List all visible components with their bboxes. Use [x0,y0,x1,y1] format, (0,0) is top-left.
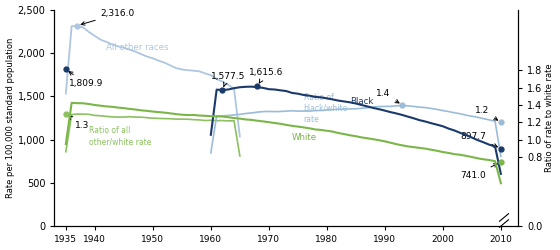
Y-axis label: Ratio of rate to white rate: Ratio of rate to white rate [545,64,554,172]
Y-axis label: Rate per 100,000 standard population: Rate per 100,000 standard population [6,38,15,198]
Text: 1.4: 1.4 [376,89,399,103]
Text: Black: Black [350,97,374,106]
Text: 741.0: 741.0 [461,164,497,180]
Text: 1,577.5: 1,577.5 [211,72,245,86]
Text: 1.2: 1.2 [475,106,498,120]
Text: White: White [292,132,317,141]
Text: All other races: All other races [106,43,169,52]
Text: 1.3: 1.3 [69,116,89,130]
Text: 1,809.9: 1,809.9 [69,72,103,88]
Text: Ratio of all
other/white rate: Ratio of all other/white rate [89,126,151,146]
Text: 897.7: 897.7 [460,132,497,147]
Text: 1,615.6: 1,615.6 [249,68,283,83]
Text: 2,316.0: 2,316.0 [81,9,135,25]
Text: Ratio of
black/white
rate: Ratio of black/white rate [304,93,348,124]
